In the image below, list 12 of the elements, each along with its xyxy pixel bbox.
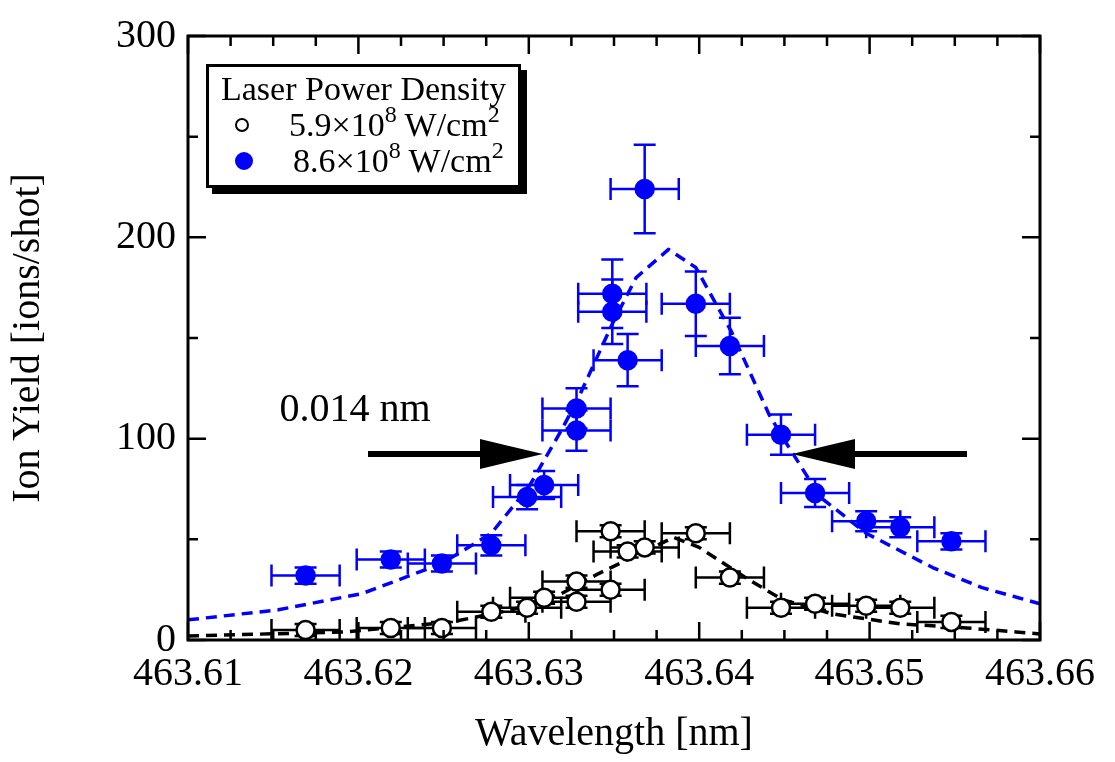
y-tick-label: 200: [116, 211, 176, 257]
x-tick-label: 463.63: [473, 648, 584, 694]
x-axis-title: Wavelength [nm]: [475, 708, 753, 754]
y-tick-label: 300: [116, 10, 176, 56]
x-tick-label: 463.65: [814, 648, 925, 694]
x-tick-label: 463.64: [644, 648, 755, 694]
y-tick-label: 100: [116, 413, 176, 459]
y-axis-title: Ion Yield [ions/shot]: [2, 173, 48, 503]
annotation: 0.014 nm: [279, 384, 431, 430]
x-tick-label: 463.62: [303, 648, 414, 694]
legend-label: 8.6×10$^{8}$ W/cm$^{2}$: [293, 137, 504, 179]
x-tick-label: 463.66: [985, 648, 1095, 694]
